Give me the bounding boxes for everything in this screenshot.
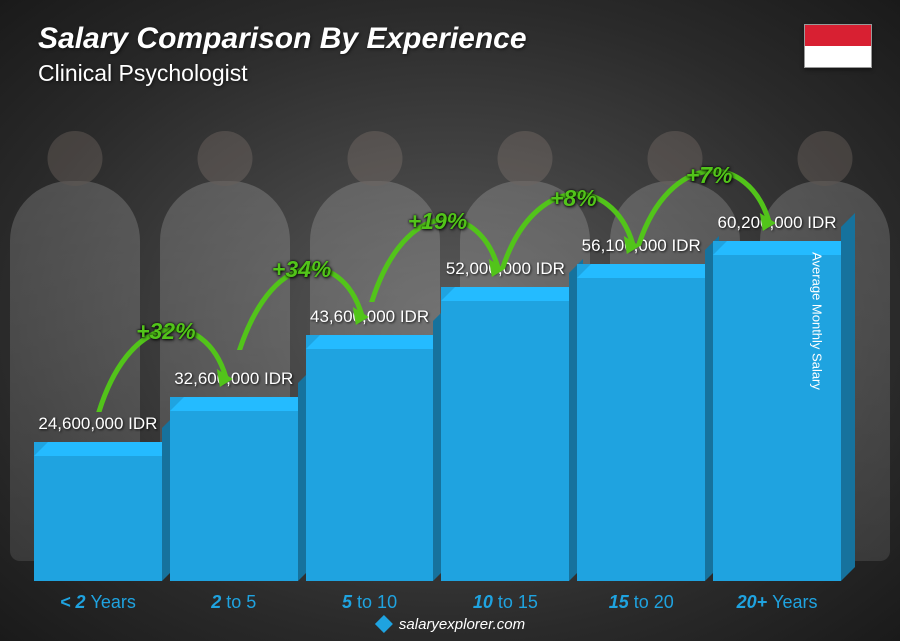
y-axis-label: Average Monthly Salary — [810, 252, 825, 390]
increase-arc: +7% — [631, 156, 787, 256]
x-axis: < 2 Years 2 to 5 5 to 10 10 to 15 15 to 20 20… — [30, 592, 845, 613]
bar-group: 56,100,000 IDR — [577, 236, 705, 581]
flag-white-stripe — [805, 46, 871, 67]
x-axis-category: 5 to 10 — [306, 592, 434, 613]
increase-percentage: +8% — [495, 185, 651, 212]
header: Salary Comparison By Experience Clinical… — [38, 22, 527, 87]
salaryexplorer-logo-icon — [375, 615, 393, 633]
x-axis-category: 10 to 15 — [441, 592, 569, 613]
chart-title: Salary Comparison By Experience — [38, 22, 527, 56]
increase-arc: +19% — [360, 202, 516, 302]
bar-group: 52,000,000 IDR — [441, 259, 569, 581]
footer-source-text: salaryexplorer.com — [399, 616, 525, 633]
bar — [34, 442, 162, 581]
bar — [170, 397, 298, 581]
bar — [306, 335, 434, 581]
country-flag-indonesia — [804, 24, 872, 68]
flag-red-stripe — [805, 25, 871, 46]
bar — [577, 264, 705, 581]
increase-percentage: +19% — [360, 208, 516, 235]
increase-arc: +8% — [495, 179, 651, 279]
footer: salaryexplorer.com — [375, 615, 525, 633]
x-axis-category: 15 to 20 — [577, 592, 705, 613]
x-axis-category: < 2 Years — [34, 592, 162, 613]
increase-percentage: +7% — [631, 162, 787, 189]
chart-subtitle: Clinical Psychologist — [38, 60, 527, 87]
increase-arc: +32% — [88, 312, 244, 412]
bar — [441, 287, 569, 581]
increase-percentage: +32% — [88, 318, 244, 345]
x-axis-category: 20+ Years — [713, 592, 841, 613]
increase-percentage: +34% — [224, 256, 380, 283]
x-axis-category: 2 to 5 — [170, 592, 298, 613]
bar-value-label: 24,600,000 IDR — [38, 414, 157, 434]
increase-arc: +34% — [224, 250, 380, 350]
bar-group: 24,600,000 IDR — [34, 414, 162, 581]
